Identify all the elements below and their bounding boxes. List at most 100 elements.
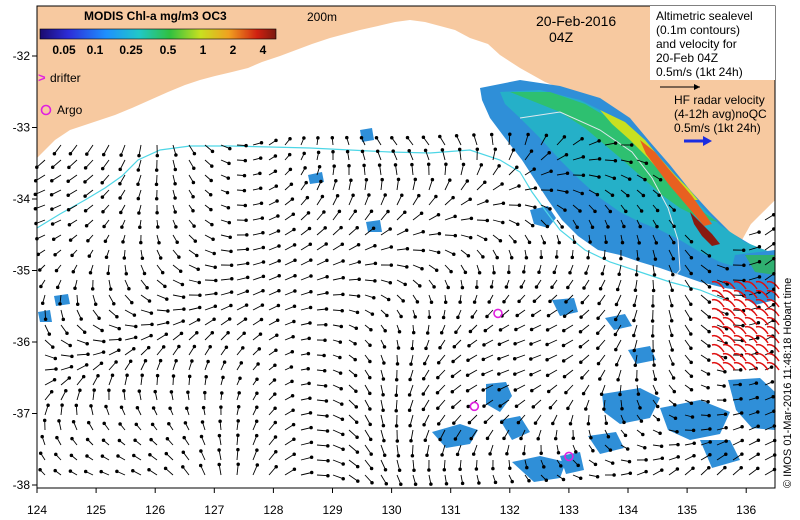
velocity-vector-head bbox=[201, 405, 206, 410]
velocity-vector-head bbox=[70, 253, 74, 258]
velocity-vector-head bbox=[689, 387, 694, 392]
velocity-vector-head bbox=[553, 436, 558, 441]
velocity-vector bbox=[204, 305, 216, 311]
velocity-vector-head bbox=[274, 348, 278, 352]
velocity-vector bbox=[514, 354, 526, 360]
velocity-vector-head bbox=[439, 331, 444, 335]
velocity-vector-head bbox=[485, 218, 490, 223]
velocity-vector-head bbox=[273, 435, 278, 439]
velocity-vector-head bbox=[302, 151, 306, 156]
velocity-vector-head bbox=[467, 420, 472, 425]
velocity-vector-head bbox=[214, 278, 218, 283]
velocity-vector bbox=[252, 304, 263, 311]
velocity-vector-head bbox=[689, 271, 693, 276]
velocity-vector bbox=[380, 399, 384, 411]
velocity-vector-head bbox=[707, 285, 712, 289]
velocity-vector-head bbox=[66, 179, 70, 183]
velocity-vector-head bbox=[104, 404, 108, 409]
land-mass bbox=[37, 6, 775, 252]
velocity-vector-head bbox=[389, 245, 394, 249]
velocity-vector-head bbox=[259, 201, 264, 205]
velocity-vector-head bbox=[430, 177, 435, 182]
velocity-vector-head bbox=[497, 357, 501, 361]
velocity-vector bbox=[102, 159, 110, 169]
velocity-vector bbox=[764, 454, 775, 461]
velocity-vector-head bbox=[118, 167, 122, 172]
velocity-vector bbox=[668, 279, 673, 291]
velocity-vector-head bbox=[66, 208, 71, 212]
velocity-vector-head bbox=[495, 255, 499, 260]
velocity-vector bbox=[284, 290, 296, 296]
velocity-vector-head bbox=[377, 163, 382, 167]
chlorophyll-field bbox=[480, 80, 775, 305]
velocity-vector-head bbox=[548, 405, 553, 410]
velocity-vector-head bbox=[613, 317, 618, 322]
velocity-vector-head bbox=[407, 149, 411, 153]
velocity-vector-head bbox=[289, 182, 294, 186]
velocity-vector-head bbox=[740, 438, 744, 443]
velocity-vector-head bbox=[461, 162, 466, 167]
velocity-vector-head bbox=[261, 245, 266, 250]
velocity-vector-head bbox=[292, 243, 297, 247]
velocity-vector-head bbox=[323, 384, 328, 388]
velocity-vector-head bbox=[629, 160, 633, 164]
velocity-vector bbox=[498, 384, 510, 391]
velocity-vector-head bbox=[539, 451, 543, 456]
velocity-vector-head bbox=[47, 332, 52, 336]
velocity-vector bbox=[76, 353, 89, 356]
velocity-vector bbox=[467, 369, 478, 376]
velocity-vector-head bbox=[527, 240, 532, 245]
velocity-vector bbox=[764, 273, 775, 281]
velocity-vector-head bbox=[644, 458, 648, 462]
velocity-vector-head bbox=[132, 313, 137, 317]
velocity-vector-head bbox=[595, 474, 600, 479]
velocity-vectors bbox=[33, 132, 777, 487]
velocity-vector-head bbox=[308, 242, 313, 247]
velocity-vector-head bbox=[67, 165, 71, 170]
hf-radar-vector bbox=[766, 316, 780, 326]
velocity-vector bbox=[492, 183, 503, 191]
velocity-vector bbox=[748, 453, 759, 461]
velocity-vector bbox=[572, 156, 584, 161]
velocity-vector-head bbox=[166, 309, 170, 313]
velocity-vector bbox=[716, 467, 726, 476]
velocity-vector-head bbox=[472, 300, 477, 304]
velocity-vector-head bbox=[673, 403, 677, 407]
velocity-vector-head bbox=[373, 279, 377, 283]
velocity-vector-head bbox=[739, 466, 743, 470]
velocity-vector-head bbox=[335, 194, 340, 198]
velocity-vector-head bbox=[531, 405, 536, 409]
velocity-vector-head bbox=[331, 150, 335, 154]
velocity-vector-head bbox=[227, 220, 232, 225]
velocity-vector-head bbox=[706, 399, 710, 404]
velocity-vector bbox=[332, 211, 340, 221]
velocity-vector bbox=[423, 399, 430, 410]
legend-altimetry: Altimetric sealevel (0.1m contours) and … bbox=[650, 6, 775, 90]
velocity-vector-head bbox=[529, 357, 533, 361]
velocity-vector-head bbox=[140, 256, 145, 261]
velocity-vector bbox=[220, 278, 232, 281]
velocity-vector-head bbox=[254, 433, 259, 438]
velocity-vector-head bbox=[465, 179, 470, 183]
velocity-vector bbox=[716, 279, 728, 285]
velocity-vector-head bbox=[145, 286, 149, 290]
velocity-vector-head bbox=[155, 373, 160, 378]
velocity-vector-head bbox=[427, 315, 432, 319]
altimetry-line-1: Altimetric sealevel bbox=[656, 9, 753, 23]
velocity-vector-head bbox=[340, 308, 344, 313]
velocity-vector-head bbox=[708, 453, 712, 457]
velocity-vector-head bbox=[593, 209, 597, 214]
velocity-vector bbox=[140, 335, 152, 341]
velocity-vector-head bbox=[85, 341, 89, 346]
velocity-vector-head bbox=[598, 286, 603, 291]
velocity-vector-head bbox=[451, 405, 455, 410]
velocity-vector-head bbox=[653, 377, 658, 382]
x-tick-label: 129 bbox=[322, 503, 342, 517]
velocity-vector-head bbox=[497, 342, 502, 346]
velocity-vector bbox=[616, 294, 622, 305]
velocity-vector-head bbox=[564, 390, 568, 395]
velocity-vector bbox=[103, 144, 110, 155]
velocity-vector-head bbox=[70, 354, 74, 359]
velocity-vector-head bbox=[412, 468, 416, 472]
velocity-vector-head bbox=[316, 150, 321, 155]
